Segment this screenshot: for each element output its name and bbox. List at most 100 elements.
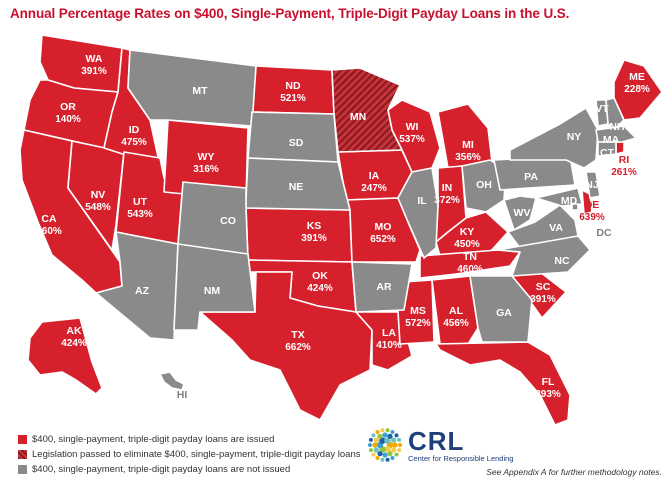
state-label-wa: WA bbox=[86, 53, 103, 65]
state-rate-ak: 424% bbox=[61, 338, 87, 349]
state-nc bbox=[497, 235, 591, 277]
state-rate-nv: 548% bbox=[85, 202, 111, 213]
state-label-ar: AR bbox=[376, 281, 392, 293]
state-label-mo: MO bbox=[375, 221, 392, 233]
state-label-nv: NV bbox=[91, 189, 106, 201]
state-label-mi: MI bbox=[462, 139, 474, 151]
state-rate-ri: 261% bbox=[611, 167, 637, 178]
state-rate-al: 456% bbox=[443, 318, 469, 329]
legend-item-issued: $400, single-payment, triple-digit payda… bbox=[18, 432, 360, 447]
state-ma bbox=[595, 125, 637, 143]
state-label-ia: IA bbox=[369, 170, 380, 182]
state-wv bbox=[503, 195, 537, 231]
state-nj bbox=[585, 171, 601, 199]
state-label-ne: NE bbox=[289, 181, 304, 193]
state-label-nm: NM bbox=[204, 285, 221, 297]
state-ar bbox=[351, 261, 413, 313]
logo-name: CRL bbox=[408, 425, 465, 456]
state-rate-wy: 316% bbox=[193, 164, 219, 175]
state-rate-ms: 572% bbox=[405, 318, 431, 329]
state-rate-in: 372% bbox=[434, 195, 460, 206]
state-label-fl: FL bbox=[542, 376, 555, 388]
state-rate-or: 140% bbox=[55, 114, 81, 125]
state-dc bbox=[571, 203, 579, 211]
state-label-ut: UT bbox=[133, 196, 148, 208]
state-rate-la: 410% bbox=[376, 340, 402, 351]
state-il bbox=[397, 167, 439, 259]
state-label-tn: TN bbox=[463, 251, 477, 263]
state-label-ga: GA bbox=[496, 307, 512, 319]
state-label-ri: RI bbox=[619, 154, 630, 166]
logo-subtitle: Center for Responsible Lending bbox=[408, 453, 514, 463]
state-rate-tn: 460% bbox=[457, 264, 483, 275]
state-rate-ia: 247% bbox=[361, 183, 387, 194]
state-rate-ut: 543% bbox=[127, 209, 153, 220]
state-rate-id: 475% bbox=[121, 137, 147, 148]
state-ak bbox=[27, 317, 103, 395]
state-label-mt: MT bbox=[192, 85, 208, 97]
state-mt bbox=[127, 49, 257, 127]
state-label-me: ME bbox=[629, 71, 645, 83]
legend-label-issued: $400, single-payment, triple-digit payda… bbox=[32, 434, 275, 445]
state-label-ak: AK bbox=[66, 325, 82, 337]
state-label-oh: OH bbox=[476, 179, 492, 191]
state-label-sc: SC bbox=[536, 281, 551, 293]
state-label-de: DE bbox=[585, 199, 600, 211]
state-label-id: ID bbox=[129, 124, 140, 136]
state-label-nh: NH bbox=[609, 121, 624, 133]
state-rate-sc: 391% bbox=[530, 294, 556, 305]
state-rate-tx: 662% bbox=[285, 342, 311, 353]
state-nh bbox=[605, 97, 625, 131]
state-label-wy: WY bbox=[198, 151, 215, 163]
state-label-mn: MN bbox=[350, 111, 366, 123]
state-label-az: AZ bbox=[135, 285, 150, 297]
state-ga bbox=[469, 275, 533, 343]
state-fl bbox=[435, 341, 571, 426]
state-label-va: VA bbox=[549, 222, 563, 234]
state-label-al: AL bbox=[449, 305, 464, 317]
state-label-ny: NY bbox=[567, 131, 582, 143]
state-ct bbox=[597, 141, 617, 157]
state-rate-wa: 391% bbox=[81, 66, 107, 77]
state-label-vt: VT bbox=[595, 103, 609, 115]
legend-label-legislation: Legislation passed to eliminate $400, si… bbox=[32, 449, 361, 460]
state-label-tx: TX bbox=[291, 329, 304, 341]
state-label-nd: ND bbox=[285, 80, 301, 92]
state-label-ok: OK bbox=[312, 270, 328, 282]
state-ny bbox=[509, 107, 599, 169]
state-label-la: LA bbox=[382, 327, 396, 339]
state-label-hi: HI bbox=[177, 389, 188, 401]
state-rate-wi: 537% bbox=[399, 134, 425, 145]
state-rate-me: 228% bbox=[624, 84, 650, 95]
state-md bbox=[535, 187, 583, 207]
legend: $400, single-payment, triple-digit payda… bbox=[18, 432, 360, 477]
state-label-co: CO bbox=[220, 215, 236, 227]
legend-swatch-legislation bbox=[18, 450, 27, 459]
state-rate-ok: 424% bbox=[307, 283, 333, 294]
state-label-or: OR bbox=[60, 101, 76, 113]
state-nm bbox=[173, 243, 256, 331]
state-label-ky: KY bbox=[460, 226, 475, 238]
state-label-wi: WI bbox=[406, 121, 419, 133]
state-al bbox=[431, 275, 479, 345]
legend-label-not-issued: $400, single-payment, triple-digit payda… bbox=[32, 464, 291, 475]
methodology-footnote: See Appendix A for further methodology n… bbox=[486, 467, 662, 477]
state-label-sd: SD bbox=[289, 137, 304, 149]
state-rate-ky: 450% bbox=[454, 239, 480, 250]
state-label-dc: DC bbox=[596, 227, 612, 239]
state-label-wv: WV bbox=[514, 207, 531, 219]
state-label-ma: MA bbox=[603, 134, 620, 146]
state-rate-ks: 391% bbox=[301, 233, 327, 244]
state-rate-mo: 652% bbox=[370, 234, 396, 245]
state-rate-ca: 460% bbox=[36, 226, 62, 237]
legend-swatch-not-issued bbox=[18, 465, 27, 474]
state-label-ct: CT bbox=[600, 147, 615, 159]
state-label-ms: MS bbox=[410, 305, 426, 317]
state-hi bbox=[159, 371, 185, 391]
state-label-ca: CA bbox=[41, 213, 57, 225]
crl-logo: CRL Center for Responsible Lending bbox=[366, 426, 513, 464]
state-label-il: IL bbox=[417, 195, 427, 207]
state-label-in: IN bbox=[442, 182, 453, 194]
state-rate-nd: 521% bbox=[280, 93, 306, 104]
